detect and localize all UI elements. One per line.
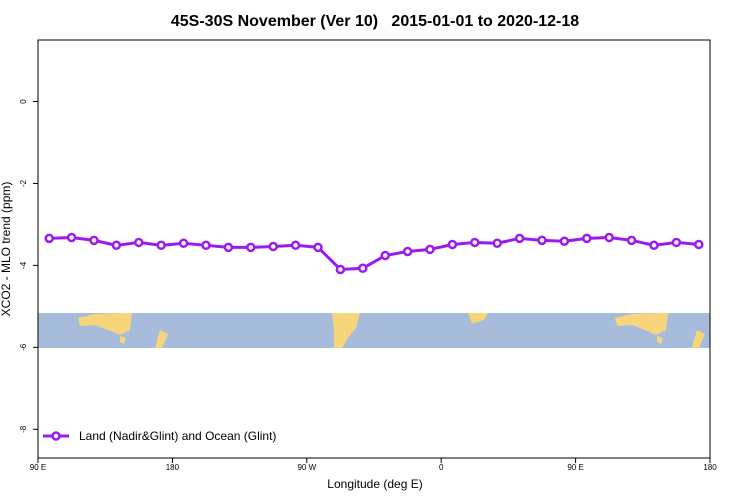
legend-marker (51, 431, 61, 441)
y-tick-label: -4 (19, 261, 28, 269)
y-axis-label: XCO2 - MLO trend (ppm) (0, 182, 13, 317)
series-line (49, 236, 699, 272)
point (178, 238, 189, 249)
point (470, 237, 480, 248)
plot-frame (37, 39, 711, 459)
point (246, 242, 256, 253)
point (44, 233, 54, 244)
point (425, 244, 435, 255)
point (358, 263, 368, 274)
point (582, 233, 592, 244)
point (89, 235, 99, 246)
x-tick-label: 90 E (567, 463, 583, 472)
point (380, 250, 390, 261)
map-strip (38, 313, 710, 348)
x-tick-label: 90 E (30, 463, 46, 472)
x-tick-label: 0 (439, 463, 444, 472)
point (201, 240, 211, 251)
point (649, 240, 659, 251)
y-tick-label: -2 (19, 179, 28, 187)
point (402, 246, 413, 257)
y-tick-label: 0 (19, 99, 28, 104)
point (134, 237, 144, 248)
point (313, 242, 323, 253)
point (223, 242, 234, 253)
x-tick-label: 180 (166, 463, 180, 472)
point (604, 232, 614, 243)
point (537, 235, 547, 246)
x-tick-label: 180 (703, 463, 717, 472)
point (268, 241, 278, 252)
point (514, 233, 525, 244)
y-tick-label: -8 (19, 425, 28, 433)
point (694, 239, 704, 250)
x-tick-label: 90 W (297, 463, 316, 472)
point (156, 240, 166, 251)
point (447, 239, 458, 250)
legend-label: Land (Nadir&Glint) and Ocean (Glint) (79, 429, 276, 443)
point (290, 240, 301, 251)
point (626, 235, 637, 246)
point (335, 264, 346, 275)
y-tick-label: -6 (19, 343, 28, 351)
point (66, 232, 77, 243)
point (671, 237, 682, 248)
chart-title: 45S-30S November (Ver 10) 2015-01-01 to … (171, 13, 579, 30)
point (111, 240, 122, 251)
x-axis-label: Longitude (deg E) (327, 477, 422, 491)
point (492, 238, 502, 249)
point (559, 236, 570, 246)
